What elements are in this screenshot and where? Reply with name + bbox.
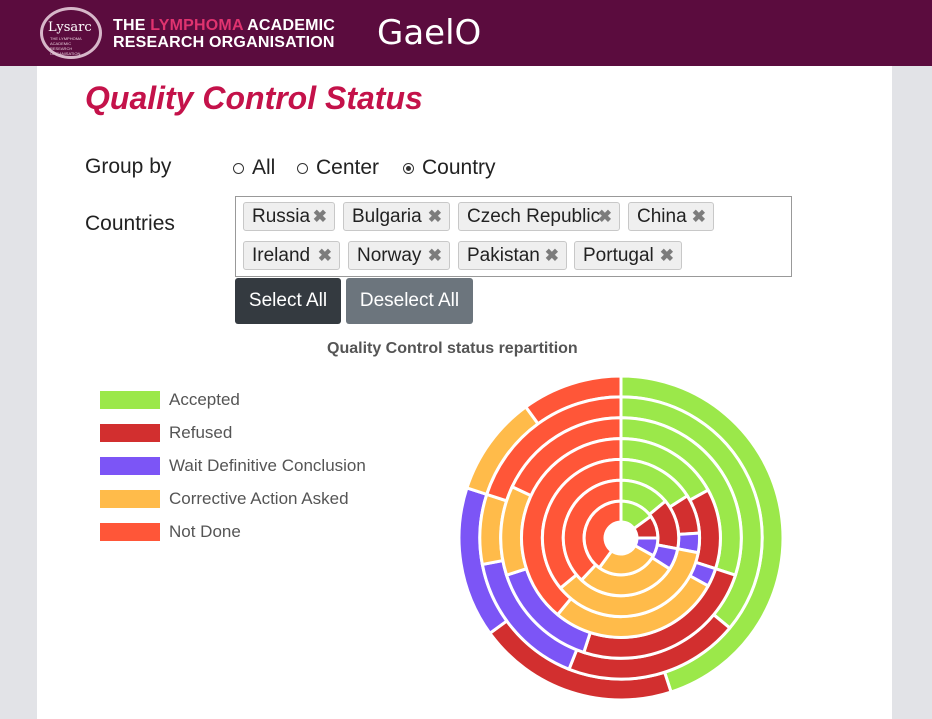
legend-label: Not Done xyxy=(169,522,241,541)
legend-swatch xyxy=(100,391,160,409)
content-panel: Quality Control Status Group by All Cent… xyxy=(37,66,892,719)
legend-swatch xyxy=(100,424,160,442)
legend-label: Wait Definitive Conclusion xyxy=(169,456,366,475)
qc-status-donut-chart xyxy=(457,374,785,702)
remove-tag-icon[interactable]: ✖ xyxy=(691,207,706,226)
legend-item[interactable]: Not Done xyxy=(100,522,241,541)
country-tag: Russia ✖ xyxy=(243,202,335,231)
radio-all[interactable]: All xyxy=(233,156,275,180)
remove-tag-icon[interactable]: ✖ xyxy=(597,207,612,226)
select-all-button[interactable]: Select All xyxy=(235,278,341,324)
country-tag: Czech Republic ✖ xyxy=(458,202,620,231)
lysarc-logo[interactable] xyxy=(40,7,102,59)
legend-item[interactable]: Corrective Action Asked xyxy=(100,489,349,508)
group-by-label: Group by xyxy=(85,155,172,178)
legend-item[interactable]: Accepted xyxy=(100,390,240,409)
radio-all-indicator[interactable] xyxy=(233,162,244,174)
remove-tag-icon[interactable]: ✖ xyxy=(312,207,327,226)
remove-tag-icon[interactable]: ✖ xyxy=(544,246,559,265)
countries-multiselect[interactable]: Russia ✖ Bulgaria ✖ Czech Republic ✖ Chi… xyxy=(235,196,792,277)
legend-swatch xyxy=(100,523,160,541)
remove-tag-icon[interactable]: ✖ xyxy=(659,246,674,265)
organisation-name: THE LYMPHOMA ACADEMIC RESEARCH ORGANISAT… xyxy=(113,17,335,51)
logo-text: Lysarc xyxy=(48,20,92,35)
page-title: Quality Control Status xyxy=(85,80,423,116)
remove-tag-icon[interactable]: ✖ xyxy=(427,207,442,226)
chart-title: Quality Control status repartition xyxy=(327,340,578,357)
country-tag: Bulgaria ✖ xyxy=(343,202,450,231)
country-tag: Portugal ✖ xyxy=(574,241,682,270)
legend-item[interactable]: Refused xyxy=(100,423,233,442)
legend-swatch xyxy=(100,457,160,475)
logo-subtext: THE LYMPHOMA ACADEMIC RESEARCH ORGANISAT… xyxy=(50,36,82,56)
legend-label: Corrective Action Asked xyxy=(169,489,349,508)
legend-label: Refused xyxy=(169,423,233,442)
remove-tag-icon[interactable]: ✖ xyxy=(317,246,332,265)
legend-item[interactable]: Wait Definitive Conclusion xyxy=(100,456,366,475)
radio-country-indicator[interactable] xyxy=(403,162,414,174)
donut-segment[interactable] xyxy=(582,499,623,570)
remove-tag-icon[interactable]: ✖ xyxy=(427,246,442,265)
country-tag: China ✖ xyxy=(628,202,714,231)
radio-center-indicator[interactable] xyxy=(297,162,308,174)
radio-country[interactable]: Country xyxy=(403,156,496,180)
radio-center[interactable]: Center xyxy=(297,156,379,180)
country-tag: Ireland ✖ xyxy=(243,241,340,270)
deselect-all-button[interactable]: Deselect All xyxy=(346,278,473,324)
countries-label: Countries xyxy=(85,212,175,235)
country-tag: Pakistan ✖ xyxy=(458,241,567,270)
brand-title[interactable]: GaelO xyxy=(377,13,482,53)
legend-label: Accepted xyxy=(169,390,240,409)
top-navbar: Lysarc THE LYMPHOMA ACADEMIC RESEARCH OR… xyxy=(0,0,932,66)
legend-swatch xyxy=(100,490,160,508)
country-tag: Norway ✖ xyxy=(348,241,450,270)
